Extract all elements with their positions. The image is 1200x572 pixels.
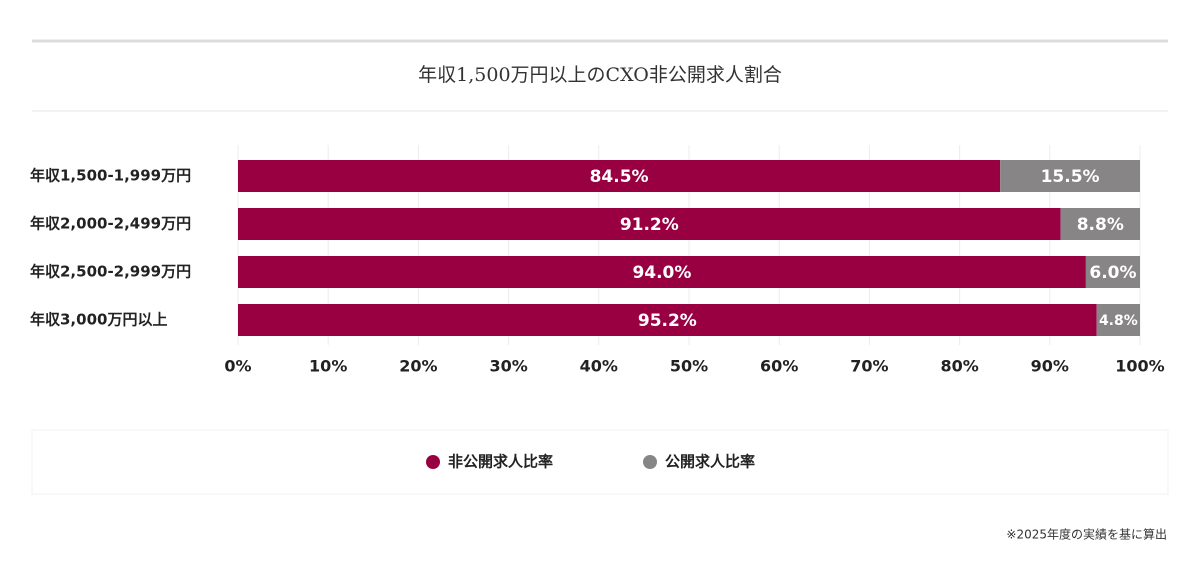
value-label: 94.0%	[632, 263, 691, 283]
x-tick-label: 80%	[940, 357, 978, 376]
bar-segment	[238, 304, 1097, 336]
bar-segment	[238, 208, 1061, 240]
bar-segment	[238, 160, 1001, 192]
category-label: 年収2,000-2,499万円	[30, 215, 191, 233]
value-label: 8.8%	[1077, 215, 1124, 235]
category-label: 年収3,000万円以上	[30, 311, 167, 329]
x-tick-label: 30%	[489, 357, 527, 376]
legend-box	[31, 429, 1169, 495]
x-tick-label: 20%	[399, 357, 437, 376]
bar-segment	[238, 256, 1086, 288]
category-label: 年収2,500-2,999万円	[30, 263, 191, 281]
x-tick-label: 100%	[1115, 357, 1164, 376]
x-tick-label: 10%	[309, 357, 347, 376]
value-label: 84.5%	[590, 167, 649, 187]
bar-segment	[1060, 208, 1140, 240]
bar-segment	[1000, 160, 1140, 192]
value-label: 15.5%	[1041, 167, 1100, 187]
legend-label: 非公開求人比率	[448, 453, 553, 471]
value-label: 91.2%	[620, 215, 679, 235]
legend-label: 公開求人比率	[665, 453, 755, 471]
x-tick-label: 40%	[580, 357, 618, 376]
legend-marker	[426, 455, 440, 469]
x-tick-label: 60%	[760, 357, 798, 376]
bar-segment	[1096, 304, 1140, 336]
footnote: ※2025年度の実績を基に算出	[1006, 527, 1167, 542]
x-tick-label: 0%	[224, 357, 251, 376]
category-label: 年収1,500-1,999万円	[30, 167, 191, 185]
value-label: 95.2%	[638, 311, 697, 331]
x-tick-label: 70%	[850, 357, 888, 376]
legend-marker	[643, 455, 657, 469]
chart-title: 年収1,500万円以上のCXO非公開求人割合	[418, 64, 782, 86]
bar-segment	[1085, 256, 1140, 288]
value-label: 6.0%	[1089, 263, 1136, 283]
x-tick-label: 50%	[670, 357, 708, 376]
x-tick-label: 90%	[1031, 357, 1069, 376]
value-label: 4.8%	[1099, 313, 1138, 329]
